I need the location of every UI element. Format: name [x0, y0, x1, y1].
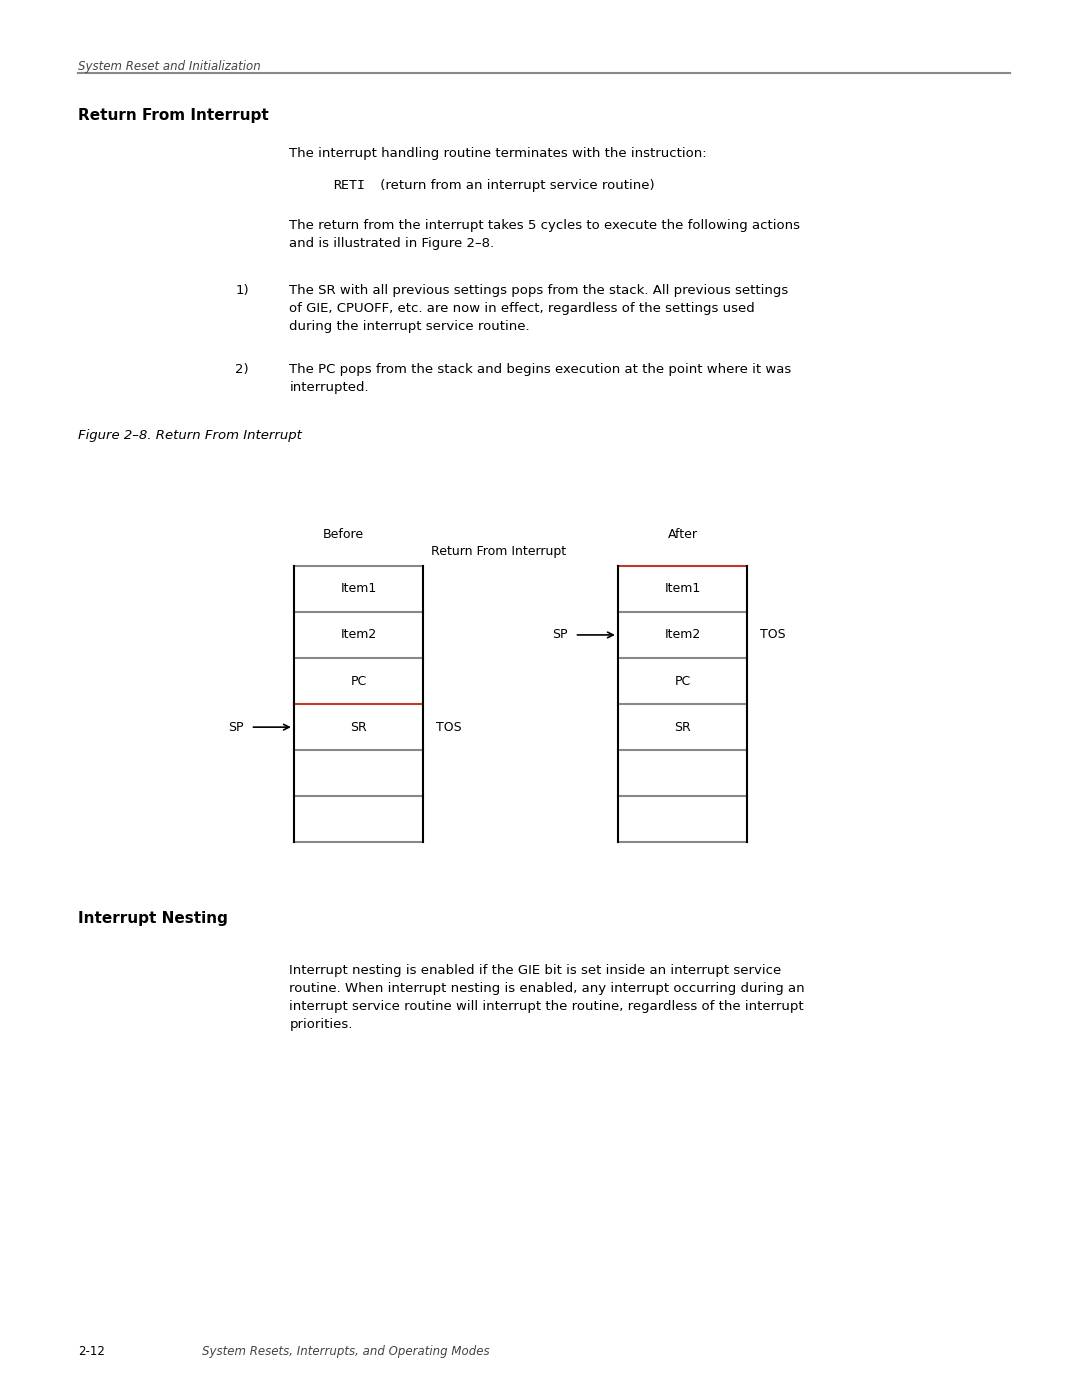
Text: Before: Before — [323, 528, 364, 541]
Text: (return from an interrupt service routine): (return from an interrupt service routin… — [376, 179, 654, 191]
Text: The interrupt handling routine terminates with the instruction:: The interrupt handling routine terminate… — [289, 147, 707, 159]
Text: Item2: Item2 — [340, 629, 377, 641]
Text: Interrupt Nesting: Interrupt Nesting — [78, 911, 228, 926]
Text: TOS: TOS — [760, 629, 786, 641]
Text: Item1: Item1 — [664, 583, 701, 595]
Text: Item2: Item2 — [664, 629, 701, 641]
Text: System Reset and Initialization: System Reset and Initialization — [78, 60, 260, 73]
Text: SR: SR — [674, 721, 691, 733]
Text: Figure 2–8. Return From Interrupt: Figure 2–8. Return From Interrupt — [78, 429, 301, 441]
Text: After: After — [667, 528, 698, 541]
Text: 2-12: 2-12 — [78, 1345, 105, 1358]
Text: Return From Interrupt: Return From Interrupt — [431, 545, 567, 557]
Text: Return From Interrupt: Return From Interrupt — [78, 108, 269, 123]
Text: The SR with all previous settings pops from the stack. All previous settings
of : The SR with all previous settings pops f… — [289, 284, 788, 332]
Text: SR: SR — [350, 721, 367, 733]
Text: The PC pops from the stack and begins execution at the point where it was
interr: The PC pops from the stack and begins ex… — [289, 363, 792, 394]
Text: Item1: Item1 — [340, 583, 377, 595]
Text: System Resets, Interrupts, and Operating Modes: System Resets, Interrupts, and Operating… — [202, 1345, 489, 1358]
Text: Interrupt nesting is enabled if the GIE bit is set inside an interrupt service
r: Interrupt nesting is enabled if the GIE … — [289, 964, 805, 1031]
Text: RETI: RETI — [333, 179, 365, 191]
Text: 1): 1) — [235, 284, 249, 296]
Text: SP: SP — [553, 629, 568, 641]
Text: The return from the interrupt takes 5 cycles to execute the following actions
an: The return from the interrupt takes 5 cy… — [289, 219, 800, 250]
Text: TOS: TOS — [436, 721, 462, 733]
Text: PC: PC — [350, 675, 367, 687]
Text: 2): 2) — [235, 363, 249, 376]
Text: SP: SP — [229, 721, 244, 733]
Text: PC: PC — [674, 675, 691, 687]
